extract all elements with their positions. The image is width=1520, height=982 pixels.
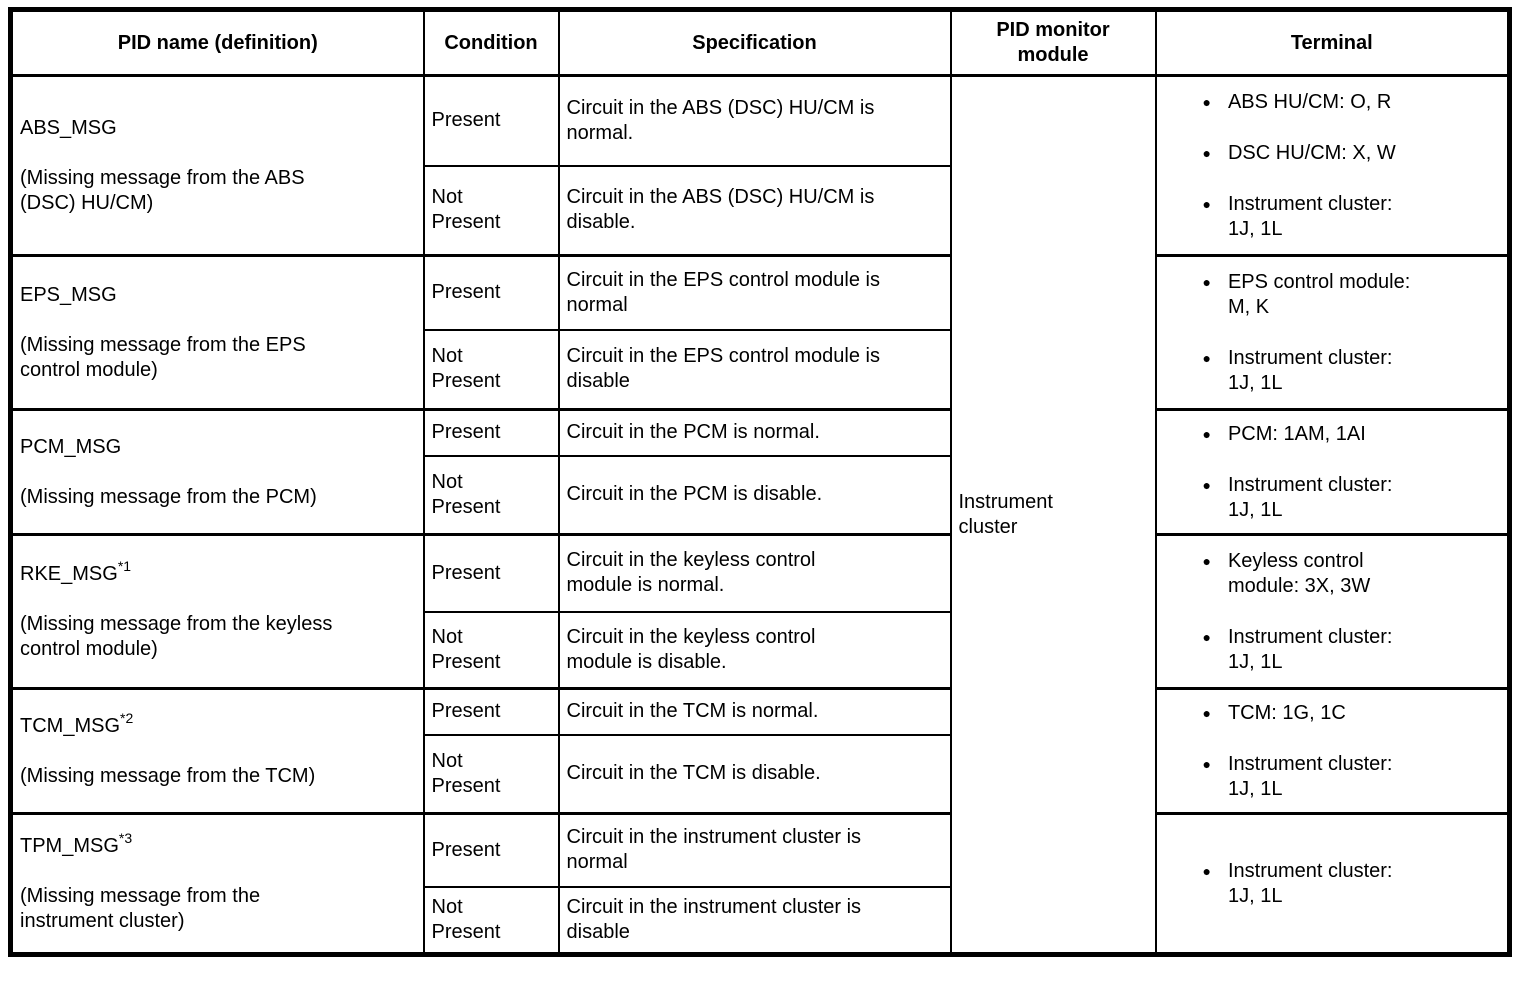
pid-cell-rke: RKE_MSG*1 (Missing message from the keyl… — [9, 533, 425, 690]
terminal-item: ● Instrument cluster: 1J, 1L — [1202, 859, 1393, 907]
specification-cell: Circuit in the PCM is normal. — [557, 408, 952, 457]
table-row: Not Present Circuit in the keyless contr… — [11, 610, 1510, 690]
pid-name: TCM_MSG*2 — [20, 709, 134, 737]
pid-monitor-module-cell: Instrument cluster — [949, 74, 1157, 956]
header-terminal: Terminal — [1154, 8, 1511, 77]
terminal-cell: ● PCM: 1AM, 1AI ● Instrument cluster: 1J, … — [1154, 408, 1511, 536]
terminal-cell: ● EPS control module: M, K ● Instrument cl… — [1154, 254, 1511, 411]
specification-cell: Circuit in the PCM is disable. — [557, 454, 952, 536]
table-row: PCM_MSG (Missing message from the PCM) P… — [9, 408, 1511, 536]
terminal-item: ● DSC HU/CM: X, W — [1202, 141, 1396, 164]
bullet-icon: ● — [1202, 349, 1211, 366]
pid-name: PCM_MSG — [20, 435, 122, 458]
pid-diagnostic-table: PID name (definition) Condition Specific… — [8, 7, 1512, 957]
bullet-icon: ● — [1202, 476, 1211, 493]
condition-cell: Not Present — [422, 885, 560, 956]
terminal-item: ● Instrument cluster: 1J, 1L — [1202, 625, 1393, 673]
condition-cell: Present — [422, 74, 560, 167]
terminal-item: ● PCM: 1AM, 1AI — [1202, 422, 1366, 445]
table-row: TCM_MSG*2 (Missing message from the TCM)… — [9, 687, 1511, 815]
table-row: ABS_MSG (Missing message from the ABS (D… — [9, 74, 1511, 956]
pid-definition: (Missing message from the keyless contro… — [20, 612, 333, 660]
condition-cell: Not Present — [422, 164, 560, 257]
table-row: RKE_MSG*1 (Missing message from the keyl… — [9, 533, 1511, 690]
table-row: Not Present Circuit in the instrument cl… — [11, 885, 1510, 956]
terminal-cell: ● Keyless control module: 3X, 3W ● Instrum… — [1154, 533, 1511, 690]
pid-definition: (Missing message from the instrument clu… — [20, 884, 261, 932]
superscript: *3 — [118, 829, 133, 846]
terminal-item: ● Instrument cluster: 1J, 1L — [1202, 346, 1393, 394]
condition-cell: Not Present — [422, 328, 560, 411]
terminal-item: ● Keyless control module: 3X, 3W — [1202, 549, 1371, 597]
pid-definition: (Missing message from the EPS control mo… — [20, 333, 306, 381]
condition-cell: Present — [422, 533, 560, 613]
pid-cell-eps: EPS_MSG (Missing message from the EPS co… — [9, 254, 425, 411]
specification-cell: Circuit in the TCM is normal. — [557, 687, 952, 736]
pid-cell-tpm: TPM_MSG*3 (Missing message from the inst… — [9, 812, 425, 956]
table-row: Not Present Circuit in the PCM is disabl… — [11, 454, 1510, 536]
terminal-cell: ● TCM: 1G, 1C ● Instrument cluster: 1J, 1L — [1154, 687, 1511, 815]
bullet-icon: ● — [1202, 755, 1211, 772]
bullet-icon: ● — [1202, 552, 1211, 569]
specification-cell: Circuit in the instrument cluster is nor… — [557, 812, 952, 888]
bullet-icon: ● — [1202, 273, 1211, 290]
superscript: *2 — [120, 709, 134, 726]
pid-name: EPS_MSG — [20, 283, 117, 306]
condition-cell: Present — [422, 254, 560, 331]
condition-cell: Not Present — [422, 454, 560, 536]
condition-cell: Not Present — [422, 733, 560, 815]
specification-cell: Circuit in the EPS control module is nor… — [557, 254, 952, 331]
pid-cell-abs: ABS_MSG (Missing message from the ABS (D… — [9, 74, 425, 257]
pid-name: RKE_MSG*1 — [20, 557, 132, 585]
condition-cell: Present — [422, 812, 560, 888]
pid-cell-pcm: PCM_MSG (Missing message from the PCM) — [9, 408, 425, 536]
bullet-icon: ● — [1202, 93, 1211, 110]
table-row: Not Present Circuit in the TCM is disabl… — [11, 733, 1510, 815]
specification-cell: Circuit in the ABS (DSC) HU/CM is normal… — [557, 74, 952, 167]
bullet-icon: ● — [1202, 862, 1211, 879]
table-row: TPM_MSG*3 (Missing message from the inst… — [9, 812, 1511, 956]
terminal-item: ● EPS control module: M, K — [1202, 270, 1411, 318]
table-row: Not Present Circuit in the ABS (DSC) HU/… — [11, 164, 1510, 257]
specification-cell: Circuit in the keyless control module is… — [557, 533, 952, 613]
pid-definition: (Missing message from the ABS (DSC) HU/C… — [20, 166, 305, 214]
terminal-cell: ● ABS HU/CM: O, R ● DSC HU/CM: X, W ● Instr… — [1154, 74, 1511, 257]
condition-cell: Present — [422, 408, 560, 457]
specification-cell: Circuit in the ABS (DSC) HU/CM is disabl… — [557, 164, 952, 257]
specification-cell: Circuit in the keyless control module is… — [557, 610, 952, 690]
bullet-icon: ● — [1202, 144, 1211, 161]
superscript: *1 — [117, 557, 132, 574]
header-specification: Specification — [557, 8, 952, 77]
terminal-cell: ● Instrument cluster: 1J, 1L — [1154, 812, 1511, 956]
bullet-icon: ● — [1202, 704, 1211, 721]
pid-definition: (Missing message from the TCM) — [20, 764, 316, 787]
terminal-item: ● Instrument cluster: 1J, 1L — [1202, 192, 1393, 240]
pid-name: ABS_MSG — [20, 116, 117, 139]
pid-name: TPM_MSG*3 — [20, 829, 133, 857]
bullet-icon: ● — [1202, 628, 1211, 645]
pid-cell-tcm: TCM_MSG*2 (Missing message from the TCM) — [9, 687, 425, 815]
pid-definition: (Missing message from the PCM) — [20, 485, 317, 508]
terminal-item: ● TCM: 1G, 1C — [1202, 701, 1346, 724]
bullet-icon: ● — [1202, 425, 1211, 442]
header-pid-monitor-module: PID monitor module — [949, 8, 1157, 77]
specification-cell: Circuit in the instrument cluster is dis… — [557, 885, 952, 956]
header-condition: Condition — [422, 8, 560, 77]
terminal-item: ● ABS HU/CM: O, R — [1202, 90, 1392, 113]
table-row: Not Present Circuit in the EPS control m… — [11, 328, 1510, 411]
specification-cell: Circuit in the TCM is disable. — [557, 733, 952, 815]
header-pid-name: PID name (definition) — [9, 8, 425, 77]
bullet-icon: ● — [1202, 195, 1211, 212]
header-row: PID name (definition) Condition Specific… — [9, 8, 1511, 77]
specification-cell: Circuit in the EPS control module is dis… — [557, 328, 952, 411]
condition-cell: Present — [422, 687, 560, 736]
terminal-item: ● Instrument cluster: 1J, 1L — [1202, 473, 1393, 521]
table-row: EPS_MSG (Missing message from the EPS co… — [9, 254, 1511, 411]
condition-cell: Not Present — [422, 610, 560, 690]
terminal-item: ● Instrument cluster: 1J, 1L — [1202, 752, 1393, 800]
